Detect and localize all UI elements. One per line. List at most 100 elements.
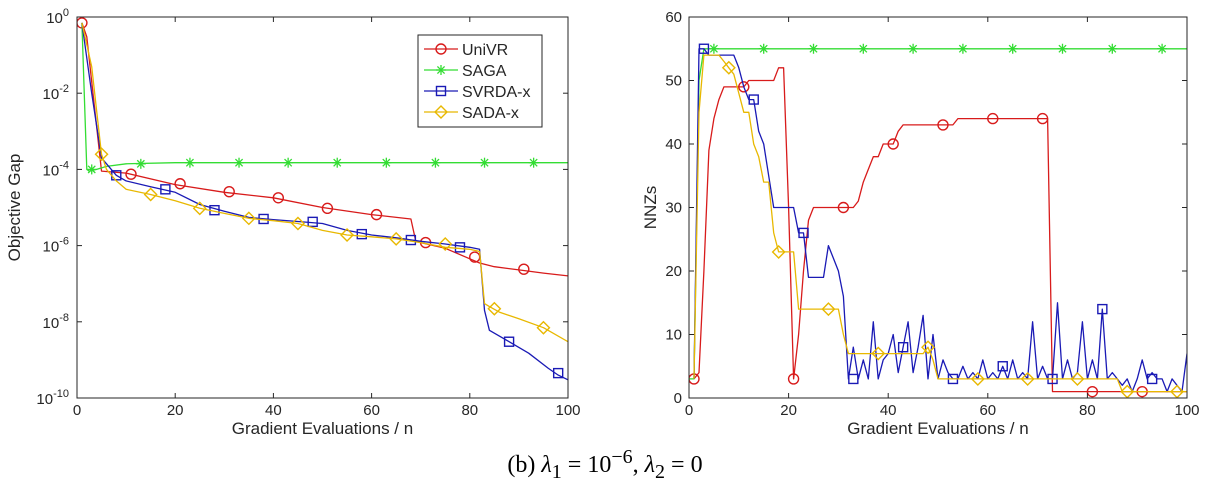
- legend-item-univr: UniVR: [424, 42, 508, 59]
- legend-label: UniVR: [462, 42, 508, 59]
- left-y-tick-label: 10-2: [43, 83, 69, 103]
- right-series-svrda-x-line: [693, 48, 1187, 393]
- left-series-saga-marker: [332, 157, 343, 168]
- legend-item-saga: SAGA: [424, 63, 507, 80]
- right-series-saga: [689, 43, 1187, 380]
- right-series-svrda-x-marker: [748, 94, 759, 105]
- legend-label: SADA-x: [462, 105, 519, 122]
- right-series-univr-marker: [1086, 385, 1099, 398]
- left-series-sada-x-marker: [438, 237, 453, 252]
- left-series-sada-x-marker: [389, 231, 404, 246]
- caption-lambda2-symbol: λ: [644, 452, 656, 478]
- right-series-svrda-x-marker: [997, 361, 1008, 372]
- left-series-sada-x-marker: [536, 320, 551, 335]
- left-y-tick-label: 10-6: [43, 236, 69, 256]
- left-x-tick-label: 0: [73, 402, 81, 419]
- right-x-tick-label: 40: [880, 402, 897, 419]
- left-series-univr-marker: [272, 192, 285, 204]
- right-series-univr: [689, 67, 1187, 398]
- left-y-axis-label: Objective Gap: [5, 154, 24, 262]
- right-series-sada-x-marker: [1020, 371, 1035, 386]
- right-series-saga-marker: [758, 43, 769, 54]
- caption-lambda2-value: = 0: [671, 452, 703, 478]
- left-series-sada-x-marker: [192, 201, 207, 216]
- legend-label: SAGA: [462, 63, 507, 80]
- objective-gap-chart: 0 20 40 60 80 100 10-10 10-8 10-6 10-4 10-2 100 Grad…: [5, 7, 581, 438]
- figure-caption: (b) λ1 = 10−6, λ2 = 0: [0, 446, 1210, 484]
- right-series-sada-x-marker: [871, 346, 886, 361]
- right-y-tick-label: 50: [665, 73, 682, 90]
- right-series-saga-marker: [808, 43, 819, 54]
- right-axes-box: [688, 16, 1188, 399]
- left-series-saga-marker: [283, 157, 294, 168]
- left-x-tick-label: 100: [555, 402, 580, 419]
- right-series-univr-marker: [887, 138, 899, 150]
- left-series-sada-x-marker: [340, 227, 355, 242]
- right-series-sada-x-line: [693, 54, 1187, 393]
- left-series-sada-x-line: [81, 22, 568, 343]
- right-series-univr-marker: [738, 81, 750, 93]
- right-series-univr-marker: [937, 119, 949, 131]
- right-x-tick-label: 60: [979, 402, 996, 419]
- left-series-univr-marker: [321, 202, 334, 215]
- caption-lambda1-subscript: 1: [551, 460, 562, 483]
- right-series-saga-marker: [1007, 43, 1018, 54]
- caption-label: (b): [507, 452, 536, 478]
- right-series-saga-line: [689, 48, 1187, 380]
- left-series-saga-marker: [184, 157, 195, 168]
- right-x-tick-label: 20: [780, 402, 797, 419]
- left-series-svrda-x-marker: [307, 216, 318, 228]
- right-series-sada-x-marker: [721, 60, 736, 75]
- legend-marker: [435, 43, 447, 55]
- right-series-univr-marker: [987, 112, 999, 125]
- left-series-saga: [81, 22, 568, 175]
- right-series-sada-x-marker: [970, 371, 985, 386]
- left-x-axis-label: Gradient Evaluations / n: [232, 419, 413, 438]
- left-series-saga-marker: [135, 158, 146, 169]
- left-series-svrda-x-marker: [160, 184, 171, 195]
- left-series-univr-marker: [125, 168, 137, 180]
- left-series-univr-marker: [174, 178, 186, 190]
- caption-lambda1-exponent: −6: [611, 446, 633, 468]
- left-series-sada-x-marker: [94, 147, 109, 162]
- legend-marker: [434, 105, 448, 119]
- right-series-saga-marker: [1107, 43, 1118, 54]
- right-series-univr-marker: [837, 201, 850, 214]
- left-series-svrda-x-marker: [503, 336, 515, 347]
- left-series-univr-marker: [518, 263, 530, 275]
- left-y-tick-label: 10-10: [36, 388, 69, 408]
- left-series-saga-marker: [528, 157, 539, 168]
- right-series-univr-marker: [1036, 112, 1049, 125]
- right-series-univr-marker: [787, 373, 800, 385]
- right-series-saga-marker: [1057, 43, 1068, 54]
- right-series-svrda-x-marker: [848, 373, 859, 385]
- legend-item-sada-x: SADA-x: [424, 105, 519, 122]
- left-y-tick-label: 10-4: [43, 159, 69, 179]
- left-x-tick-label: 40: [265, 402, 282, 419]
- left-x-tick-label: 80: [461, 402, 478, 419]
- right-y-tick-label: 40: [665, 136, 682, 153]
- left-axes-box: [76, 16, 569, 399]
- left-series-sada-x: [81, 22, 568, 343]
- left-series-svrda-x-line: [81, 22, 568, 381]
- left-series-saga-marker: [430, 157, 441, 168]
- caption-lambda2-subscript: 2: [655, 460, 666, 483]
- left-series-saga-marker: [234, 157, 245, 168]
- right-series-univr-line: [693, 67, 1187, 393]
- left-x-tick-label: 20: [167, 402, 184, 419]
- left-series-svrda-x-marker: [552, 367, 564, 379]
- left-series-sada-x-marker: [143, 187, 158, 202]
- left-series-sada-x-marker: [241, 211, 256, 226]
- right-series-sada-x: [693, 54, 1187, 398]
- right-series-svrda-x-marker: [798, 227, 809, 239]
- right-series-svrda-x-marker: [1146, 373, 1158, 385]
- right-y-axis-label: NNZs: [641, 186, 660, 229]
- right-series-svrda-x-marker: [897, 342, 909, 353]
- left-series-univr-marker: [223, 185, 235, 198]
- legend-marker: [435, 85, 447, 97]
- right-y-tick-label: 20: [665, 263, 682, 280]
- caption-equals: =: [567, 452, 582, 478]
- left-series-sada-x-marker: [487, 301, 502, 316]
- right-y-tick-label: 10: [665, 327, 682, 344]
- right-series-saga-marker: [858, 43, 869, 54]
